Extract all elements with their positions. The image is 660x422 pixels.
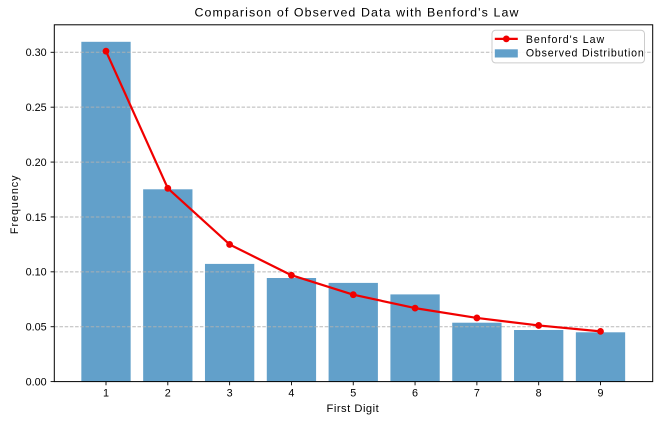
svg-text:First Digit: First Digit [327, 403, 380, 415]
svg-text:3: 3 [227, 387, 233, 399]
svg-text:Observed Distribution: Observed Distribution [526, 48, 645, 60]
svg-text:4: 4 [288, 387, 294, 399]
svg-text:0.30: 0.30 [26, 47, 47, 59]
svg-text:0.00: 0.00 [26, 376, 47, 388]
svg-text:0.15: 0.15 [26, 212, 47, 224]
svg-text:0.10: 0.10 [26, 267, 47, 279]
svg-text:7: 7 [474, 387, 480, 399]
svg-text:9: 9 [597, 387, 603, 399]
svg-text:Benford's Law: Benford's Law [526, 34, 605, 46]
svg-text:6: 6 [412, 387, 418, 399]
svg-text:Frequency: Frequency [9, 175, 21, 235]
svg-text:2: 2 [165, 387, 171, 399]
svg-text:Comparison of Observed Data wi: Comparison of Observed Data with Benford… [194, 6, 519, 20]
svg-text:1: 1 [103, 387, 109, 399]
svg-text:0.20: 0.20 [26, 157, 47, 169]
svg-text:0.25: 0.25 [26, 102, 47, 114]
svg-text:0.05: 0.05 [26, 322, 47, 334]
svg-text:8: 8 [536, 387, 542, 399]
svg-text:5: 5 [350, 387, 356, 399]
